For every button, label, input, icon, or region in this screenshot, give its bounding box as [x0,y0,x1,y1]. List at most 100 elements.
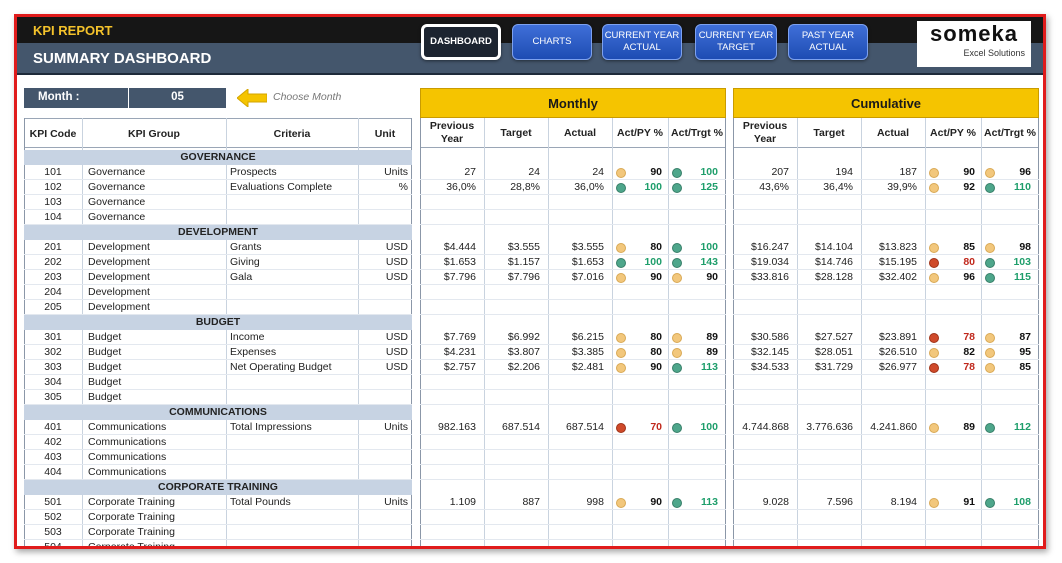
row-line [24,299,412,300]
cumulative-actual: 8.194 [890,496,917,508]
kpi-unit: USD [385,346,408,358]
cumulative-previous-year: $34.533 [751,361,789,373]
kpi-unit: Units [384,421,408,433]
cumulative-previous-year: $16.247 [751,241,789,253]
kpi-code: 305 [44,391,62,403]
cumulative-atg-value: 96 [1019,166,1031,178]
status-dot-icon [985,363,995,373]
cumulative-target: 194 [835,166,853,178]
kpi-unit [358,285,408,300]
cumulative-apy-value: 82 [963,346,975,358]
cumulative-apy-value: 89 [963,421,975,433]
status-dot-icon [672,243,682,253]
cumulative-previous-year: $19.034 [751,256,789,268]
row-line [733,209,1039,210]
kpi-group: Communications [88,451,167,463]
monthly-apy-value: 80 [650,331,662,343]
row-line [733,404,1039,405]
monthly-target: $2.206 [507,361,540,373]
status-dot-icon [985,243,995,253]
kpi-criteria: Evaluations Complete [230,181,333,193]
row-line [24,374,412,375]
status-dot-icon [616,243,626,253]
kpi-code: 201 [44,241,62,253]
cumulative-apy-value: 91 [963,496,975,508]
monthly-target: 687.514 [502,421,540,433]
row-line [24,179,412,180]
table-row: 205 Development [24,300,412,315]
cumulative-col-target: Target [813,126,845,139]
row-line [24,224,412,225]
monthly-apy-value: 90 [650,496,662,508]
dashboard-frame: KPI REPORT SUMMARY DASHBOARD DASHBOARD C… [14,14,1046,549]
row-line [420,284,726,285]
row-line [420,254,726,255]
kpi-unit [358,465,408,480]
kpi-code: 202 [44,256,62,268]
col-unit: Unit [374,127,396,140]
column-divider [925,118,926,546]
column-divider [861,118,862,546]
cumulative-row: $16.247 $14.104 $13.823 85 98 [733,240,1039,255]
monthly-section-header: Monthly [420,88,726,118]
monthly-apy-value: 90 [650,271,662,283]
kpi-group: Communications [88,421,167,433]
status-dot-icon [985,258,995,268]
kpi-criteria [230,540,356,546]
nav-charts-button[interactable]: CHARTS [512,24,592,60]
monthly-actual: $2.481 [571,361,604,373]
row-line [24,524,412,525]
row-line [24,254,412,255]
kpi-criteria [230,465,356,480]
monthly-atg-value: 100 [700,166,718,178]
month-label: Month : [24,88,128,108]
kpi-group: Development [88,301,150,313]
monthly-row: $2.757 $2.206 $2.481 90 113 [420,360,726,375]
cumulative-previous-year: $33.816 [751,271,789,283]
kpi-code: 503 [44,526,62,538]
monthly-previous-year: 982.163 [438,421,476,433]
table-row: 103 Governance [24,195,412,210]
row-line [733,254,1039,255]
nav-dashboard-button[interactable]: DASHBOARD [421,24,501,60]
nav-current-year-target-button[interactable]: CURRENT YEAR TARGET [695,24,777,60]
kpi-unit [358,375,408,390]
kpi-group: Corporate Training [88,541,175,549]
status-dot-icon [616,333,626,343]
nav-current-year-actual-button[interactable]: CURRENT YEAR ACTUAL [602,24,682,60]
cumulative-actual: $23.891 [879,331,917,343]
column-divider [484,118,485,546]
kpi-unit: Units [384,496,408,508]
monthly-atg-value: 100 [700,241,718,253]
monthly-previous-year: $4.444 [443,241,476,253]
cumulative-table: Previous Year Target Actual Act/PY % Act… [733,118,1039,546]
col-kpi-code: KPI Code [29,127,77,140]
cumulative-col-act-py: Act/PY % [930,126,976,139]
row-line [733,374,1039,375]
month-select[interactable]: 05 [128,88,226,108]
row-line [24,449,412,450]
cumulative-atg-value: 85 [1019,361,1031,373]
table-row: 302 Budget Expenses USD [24,345,412,360]
status-dot-icon [616,498,626,508]
monthly-row: $1.653 $1.157 $1.653 100 143 [420,255,726,270]
status-dot-icon [672,363,682,373]
monthly-previous-year: $2.757 [443,361,476,373]
cumulative-atg-value: 98 [1019,241,1031,253]
nav-past-year-actual-button[interactable]: PAST YEAR ACTUAL [788,24,868,60]
kpi-criteria: Gala [230,271,253,283]
kpi-criteria: Income [230,331,265,343]
cumulative-actual: $26.510 [879,346,917,358]
row-line [24,464,412,465]
cumulative-previous-year: 43,6% [759,181,789,193]
status-dot-icon [929,273,939,283]
row-line [24,404,412,405]
kpi-code: 103 [44,196,62,208]
kpi-code: 205 [44,301,62,313]
monthly-apy-value: 90 [650,361,662,373]
kpi-unit [358,510,408,525]
kpi-code: 104 [44,211,62,223]
kpi-code: 502 [44,511,62,523]
row-line [420,224,726,225]
group-band: BUDGET [24,315,412,330]
